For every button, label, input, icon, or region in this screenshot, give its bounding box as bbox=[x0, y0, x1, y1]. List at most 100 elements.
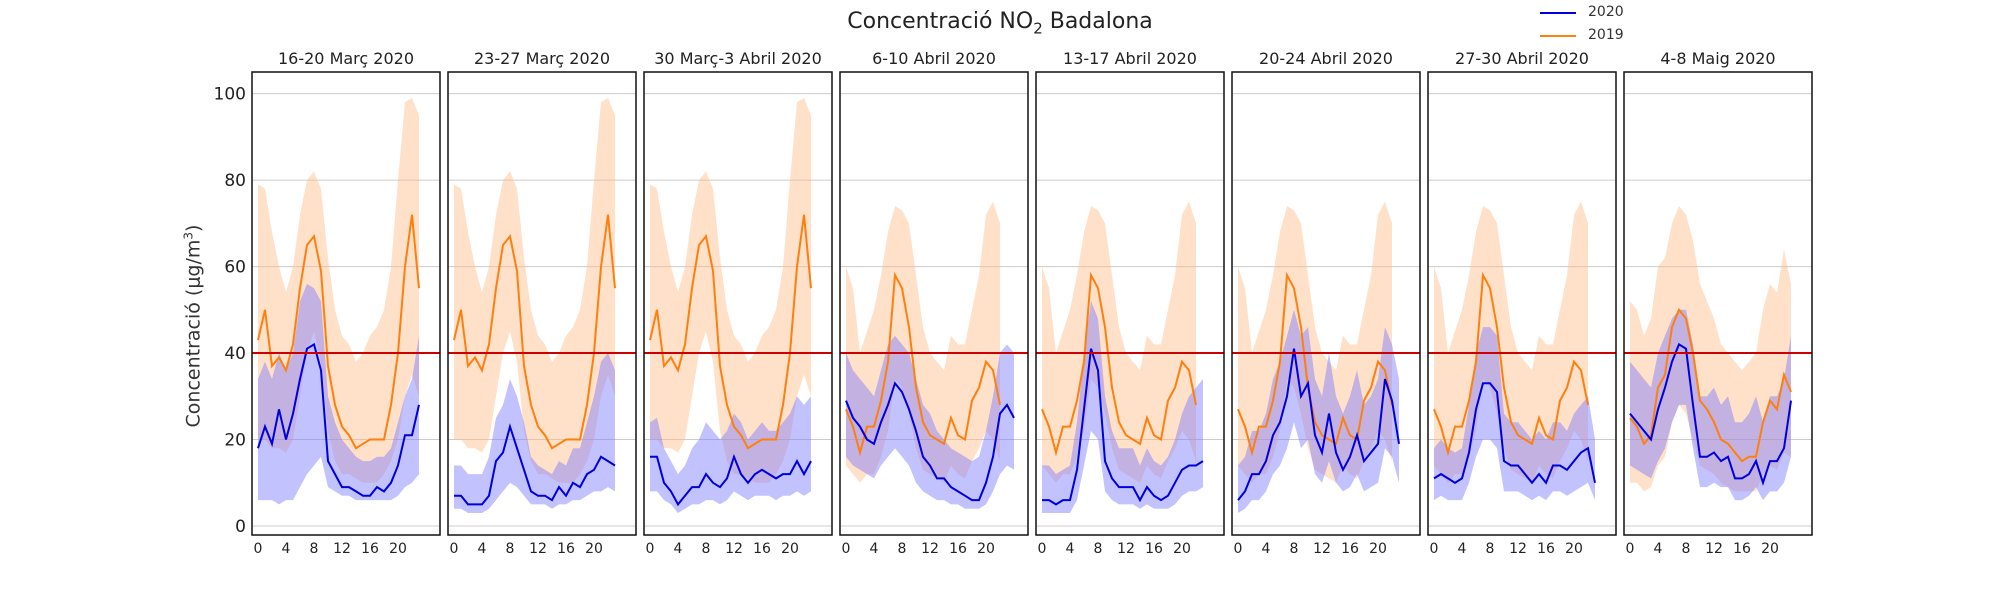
x-tick-label: 16 bbox=[753, 541, 771, 557]
band-2020 bbox=[1042, 301, 1203, 513]
band-2019 bbox=[1238, 201, 1392, 483]
x-tick-label: 20 bbox=[1369, 541, 1387, 557]
x-tick-label: 4 bbox=[1458, 541, 1467, 557]
line-2020 bbox=[1042, 348, 1204, 506]
band-2019 bbox=[454, 97, 615, 483]
line-2020 bbox=[1433, 382, 1596, 485]
line-2019 bbox=[257, 214, 420, 450]
panel-frame bbox=[1623, 71, 1813, 536]
x-tick-label: 0 bbox=[1234, 541, 1243, 557]
x-tick-label: 12 bbox=[921, 541, 939, 557]
line-2019 bbox=[649, 214, 812, 450]
line-2020 bbox=[1629, 342, 1792, 487]
line-2019 bbox=[845, 271, 1001, 457]
x-tick-label: 12 bbox=[1117, 541, 1135, 557]
x-tick-label: 4 bbox=[1262, 541, 1271, 557]
x-tick-label: 12 bbox=[1313, 541, 1331, 557]
x-tick-label: 8 bbox=[1290, 541, 1299, 557]
panel-frame bbox=[1427, 71, 1617, 536]
x-tick-label: 16 bbox=[1733, 541, 1751, 557]
panel-frame bbox=[447, 71, 637, 536]
panel-title: 6-10 Abril 2020 bbox=[872, 49, 996, 68]
x-tick-label: 20 bbox=[781, 541, 799, 557]
y-axis-label: Concentració (μg/m3) bbox=[181, 224, 205, 428]
legend-swatch-2020 bbox=[1540, 12, 1576, 14]
legend-item-2020: 2020 bbox=[1540, 2, 1660, 22]
panel-frame bbox=[643, 71, 833, 536]
line-2020 bbox=[1237, 348, 1400, 501]
legend: 2020 2019 bbox=[1540, 2, 1660, 52]
line-2019 bbox=[1629, 307, 1792, 463]
panel-title: 20-24 Abril 2020 bbox=[1259, 49, 1393, 68]
x-tick-label: 8 bbox=[1094, 541, 1103, 557]
y-tick-label: 40 bbox=[224, 344, 246, 364]
band-2020 bbox=[846, 335, 1014, 509]
y-tick-label: 0 bbox=[235, 517, 246, 537]
y-tick-label: 20 bbox=[224, 431, 246, 451]
x-tick-label: 16 bbox=[1145, 541, 1163, 557]
x-tick-label: 4 bbox=[282, 541, 291, 557]
panel-title: 4-8 Maig 2020 bbox=[1660, 49, 1775, 68]
x-tick-label: 20 bbox=[1565, 541, 1583, 557]
panel-frame bbox=[251, 71, 441, 536]
band-2019 bbox=[1630, 206, 1791, 492]
x-tick-label: 0 bbox=[450, 541, 459, 557]
line-2019 bbox=[453, 214, 616, 450]
x-tick-label: 16 bbox=[1341, 541, 1359, 557]
panel-frame bbox=[1035, 71, 1225, 536]
x-tick-label: 0 bbox=[1626, 541, 1635, 557]
panel-title: 27-30 Abril 2020 bbox=[1455, 49, 1589, 68]
y-tick-label: 80 bbox=[224, 171, 246, 191]
x-tick-label: 8 bbox=[702, 541, 711, 557]
x-tick-label: 0 bbox=[1038, 541, 1047, 557]
x-tick-label: 16 bbox=[557, 541, 575, 557]
y-tick-label: 100 bbox=[214, 85, 246, 105]
x-tick-label: 16 bbox=[1537, 541, 1555, 557]
line-2020 bbox=[650, 453, 812, 507]
x-tick-label: 4 bbox=[870, 541, 879, 557]
x-tick-label: 12 bbox=[1705, 541, 1723, 557]
x-tick-label: 8 bbox=[1682, 541, 1691, 557]
x-tick-label: 20 bbox=[585, 541, 603, 557]
panel-frame bbox=[839, 71, 1029, 536]
y-tick-label: 60 bbox=[224, 258, 246, 278]
x-tick-label: 16 bbox=[361, 541, 379, 557]
band-2020 bbox=[258, 283, 419, 505]
band-2020 bbox=[1238, 309, 1399, 513]
x-tick-label: 0 bbox=[842, 541, 851, 557]
x-tick-label: 0 bbox=[646, 541, 655, 557]
x-tick-label: 0 bbox=[254, 541, 263, 557]
x-tick-label: 16 bbox=[949, 541, 967, 557]
band-2019 bbox=[650, 97, 811, 483]
line-2020 bbox=[454, 423, 616, 506]
x-tick-label: 12 bbox=[333, 541, 351, 557]
band-2020 bbox=[650, 396, 811, 513]
band-2019 bbox=[1042, 201, 1196, 483]
x-tick-label: 4 bbox=[1654, 541, 1663, 557]
x-tick-label: 8 bbox=[898, 541, 907, 557]
band-2019 bbox=[1434, 201, 1588, 483]
panel-title: 13-17 Abril 2020 bbox=[1063, 49, 1197, 68]
line-2019 bbox=[1041, 271, 1197, 457]
x-tick-label: 8 bbox=[310, 541, 319, 557]
x-tick-label: 12 bbox=[529, 541, 547, 557]
x-tick-label: 20 bbox=[1173, 541, 1191, 557]
x-tick-label: 4 bbox=[1066, 541, 1075, 557]
x-tick-label: 4 bbox=[478, 541, 487, 557]
x-tick-label: 0 bbox=[1430, 541, 1439, 557]
x-tick-label: 4 bbox=[674, 541, 683, 557]
chart-title: Concentració NO2 Badalona bbox=[847, 9, 1153, 38]
panel-frame bbox=[1231, 71, 1421, 536]
x-tick-label: 12 bbox=[1509, 541, 1527, 557]
x-tick-label: 20 bbox=[977, 541, 995, 557]
x-tick-label: 12 bbox=[725, 541, 743, 557]
line-2020 bbox=[257, 342, 420, 497]
legend-label-2020: 2020 bbox=[1588, 4, 1624, 20]
band-2020 bbox=[1630, 309, 1791, 501]
panel-title: 30 Març-3 Abril 2020 bbox=[654, 49, 822, 68]
panel-title: 16-20 Març 2020 bbox=[278, 49, 414, 68]
line-2020 bbox=[845, 381, 1015, 502]
x-tick-label: 8 bbox=[506, 541, 515, 557]
panel-title: 23-27 Març 2020 bbox=[474, 49, 610, 68]
